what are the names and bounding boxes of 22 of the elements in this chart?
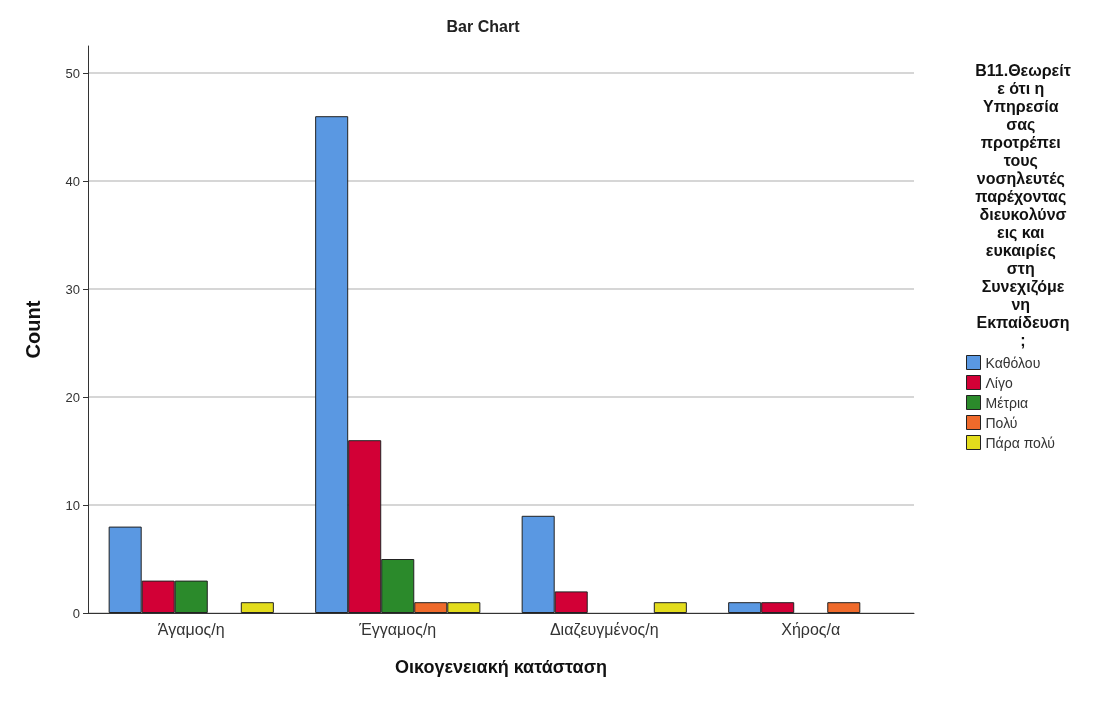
legend-label: Μέτρια bbox=[985, 394, 1029, 411]
text: Β11.Θεωρείτε ότι η Υπηρεσία σας προτρέπει τους νοσηλευτές παρέχοντας διευκολύνσεις και ευκαιρίες στη Συνεχιζόμενη Εκπαίδευση; bbox=[975, 61, 1071, 349]
y-tick-label: 30 bbox=[65, 281, 80, 297]
x-tick-label: Έγγαμος/η bbox=[358, 620, 437, 638]
legend-label: Λίγο bbox=[985, 374, 1013, 391]
y-axis-title: Count bbox=[22, 300, 44, 359]
y-tick-label: 50 bbox=[65, 65, 80, 81]
bar bbox=[240, 602, 274, 613]
bar bbox=[653, 602, 687, 613]
y-tick-label: 20 bbox=[65, 389, 80, 405]
chart-title: Bar Chart bbox=[446, 17, 521, 35]
x-tick-label: Χήρος/α bbox=[781, 620, 841, 638]
legend-label: Καθόλου bbox=[985, 354, 1041, 371]
x-axis-title: Οικογενειακή κατάσταση bbox=[395, 657, 607, 677]
y-tick-label: 0 bbox=[72, 605, 80, 621]
y-tick-label: 10 bbox=[65, 497, 80, 513]
bar bbox=[827, 602, 861, 613]
y-tick-label: 40 bbox=[65, 173, 80, 189]
x-tick-label: Διαζευγμένος/η bbox=[549, 620, 659, 639]
legend-label: Πάρα πολύ bbox=[985, 434, 1055, 451]
legend-label: Πολύ bbox=[985, 414, 1018, 431]
x-tick-label: Άγαμος/η bbox=[157, 620, 225, 638]
